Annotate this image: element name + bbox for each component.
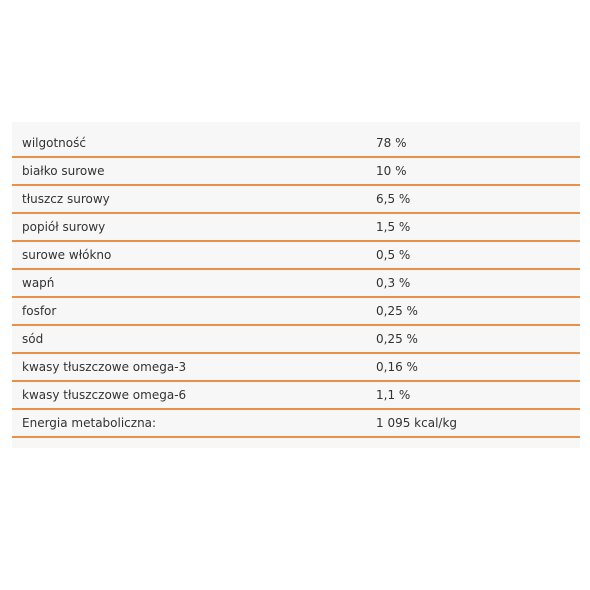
row-label: sód (12, 325, 374, 354)
row-value: 0,25 % (374, 297, 580, 326)
row-value: 0,25 % (374, 325, 580, 354)
table-row: wilgotność 78 % (12, 130, 580, 158)
row-value: 1,5 % (374, 213, 580, 242)
nutrition-table: wilgotność 78 % białko surowe 10 % tłusz… (12, 130, 580, 438)
table-row: Energia metaboliczna: 1 095 kcal/kg (12, 409, 580, 438)
table-row: wapń 0,3 % (12, 269, 580, 298)
row-value: 1,1 % (374, 381, 580, 410)
row-label: wilgotność (12, 130, 374, 158)
row-label: tłuszcz surowy (12, 185, 374, 214)
row-label: kwasy tłuszczowe omega-6 (12, 381, 374, 410)
table-row: białko surowe 10 % (12, 157, 580, 186)
row-label: Energia metaboliczna: (12, 409, 374, 438)
row-value: 6,5 % (374, 185, 580, 214)
table-row: fosfor 0,25 % (12, 297, 580, 326)
row-label: surowe włókno (12, 241, 374, 270)
row-label: wapń (12, 269, 374, 298)
nutrition-panel: wilgotność 78 % białko surowe 10 % tłusz… (12, 122, 580, 448)
table-row: kwasy tłuszczowe omega-3 0,16 % (12, 353, 580, 382)
row-value: 0,16 % (374, 353, 580, 382)
row-value: 1 095 kcal/kg (374, 409, 580, 438)
row-value: 0,5 % (374, 241, 580, 270)
row-label: fosfor (12, 297, 374, 326)
row-value: 10 % (374, 157, 580, 186)
table-row: sód 0,25 % (12, 325, 580, 354)
row-label: popiół surowy (12, 213, 374, 242)
row-value: 0,3 % (374, 269, 580, 298)
row-label: białko surowe (12, 157, 374, 186)
row-value: 78 % (374, 130, 580, 158)
row-label: kwasy tłuszczowe omega-3 (12, 353, 374, 382)
table-row: tłuszcz surowy 6,5 % (12, 185, 580, 214)
table-row: popiół surowy 1,5 % (12, 213, 580, 242)
table-row: kwasy tłuszczowe omega-6 1,1 % (12, 381, 580, 410)
table-row: surowe włókno 0,5 % (12, 241, 580, 270)
